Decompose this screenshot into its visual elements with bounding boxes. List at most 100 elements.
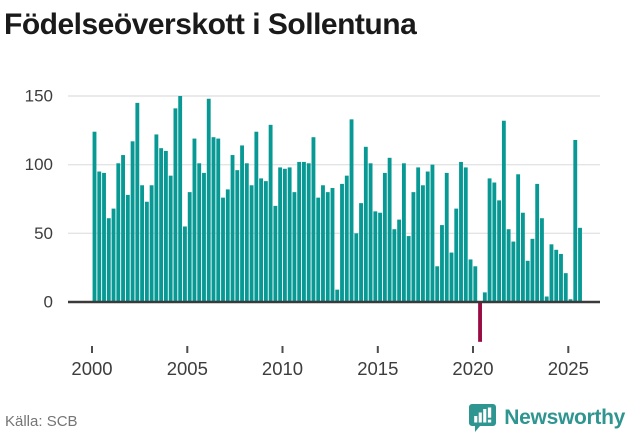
- bar: [473, 266, 478, 302]
- x-axis-tick-2020: [472, 346, 474, 353]
- bar: [578, 227, 582, 302]
- bar-chart-plot: 150 100 50 0 2000 2005 2010 2015 2020 2025: [25, 87, 600, 379]
- x-axis-tick-2015: [376, 346, 379, 353]
- bar: [568, 299, 573, 302]
- bar: [183, 226, 187, 302]
- newsworthy-logo-icon: [469, 404, 497, 432]
- bar: [378, 212, 383, 302]
- brand-name: Newsworthy: [504, 406, 625, 429]
- chart-title: Födelseöverskott i Sollentuna: [4, 8, 417, 41]
- bar: [130, 141, 135, 302]
- brand-footer: Newsworthy: [469, 402, 625, 434]
- bar: [273, 205, 278, 302]
- bar: [316, 197, 321, 302]
- bar: [102, 172, 106, 302]
- y-axis-label-150: 150: [25, 87, 53, 106]
- x-axis-label-2025: 2025: [548, 358, 589, 379]
- bar: [116, 163, 121, 302]
- bar: [554, 249, 559, 302]
- bar: [435, 266, 440, 302]
- bar: [463, 167, 468, 302]
- bar: [278, 167, 283, 302]
- bar: [444, 172, 449, 302]
- bar: [406, 236, 411, 302]
- bar: [540, 218, 544, 302]
- bar: [416, 167, 421, 302]
- bar: [520, 212, 525, 302]
- x-axis-label-2000: 2000: [71, 358, 112, 379]
- bar: [425, 171, 430, 302]
- bar: [144, 201, 149, 302]
- bar: [240, 145, 244, 302]
- x-axis-label-2020: 2020: [452, 358, 493, 379]
- bar: [411, 192, 416, 302]
- bar: [482, 292, 487, 302]
- bar: [282, 168, 287, 302]
- x-axis-tick-2025: [567, 346, 570, 353]
- source-label: Källa: SCB: [5, 413, 78, 430]
- bar: [516, 174, 521, 302]
- bar: [221, 197, 225, 302]
- bar: [111, 208, 116, 302]
- bar: [235, 170, 240, 302]
- bar: [263, 181, 268, 302]
- bar: [187, 192, 192, 302]
- bar: [487, 178, 492, 302]
- bar: [206, 98, 211, 302]
- bar: [230, 155, 235, 302]
- bar: [225, 189, 230, 302]
- bar: [154, 134, 159, 302]
- bar: [535, 183, 540, 302]
- y-axis-label-100: 100: [25, 155, 53, 174]
- bar: [387, 157, 392, 302]
- bar: [382, 172, 387, 302]
- bar: [159, 148, 164, 302]
- bar: [192, 138, 197, 302]
- bar: [140, 185, 145, 302]
- bar: [297, 161, 302, 302]
- bar: [335, 289, 340, 302]
- bar: [373, 211, 378, 302]
- y-axis-label-0: 0: [44, 293, 53, 312]
- bar: [340, 183, 344, 302]
- bar: [401, 163, 406, 302]
- bar: [430, 164, 435, 302]
- bar: [359, 203, 363, 302]
- bar: [106, 218, 111, 302]
- bar: [573, 139, 578, 302]
- bar: [525, 260, 530, 302]
- x-axis-label-2010: 2010: [262, 358, 303, 379]
- bar: [259, 178, 264, 302]
- bar: [511, 241, 516, 302]
- x-axis-tick-2010: [281, 346, 284, 353]
- bar: [325, 192, 330, 302]
- bar: [292, 192, 297, 302]
- bar: [559, 253, 563, 302]
- bar: [135, 102, 140, 303]
- bar: [125, 194, 130, 302]
- bar: [211, 137, 216, 302]
- bar: [549, 244, 554, 302]
- bar: [216, 138, 221, 302]
- bar: [244, 163, 249, 302]
- bar: [354, 233, 359, 302]
- bar: [163, 150, 168, 302]
- bar: [449, 252, 454, 302]
- y-axis-label-50: 50: [34, 224, 53, 243]
- bar: [492, 182, 497, 302]
- bar: [501, 120, 506, 302]
- bar: [311, 137, 316, 302]
- bar: [197, 163, 202, 302]
- bar: [363, 146, 368, 302]
- x-axis-tick-2005: [186, 346, 189, 353]
- x-axis-tick-2000: [91, 346, 93, 353]
- bar: [321, 185, 325, 302]
- bar: [92, 131, 97, 302]
- bar: [368, 163, 373, 302]
- bar: [440, 225, 444, 302]
- bar: [454, 208, 459, 302]
- bar: [421, 185, 425, 302]
- bar: [97, 171, 102, 302]
- bar: [173, 108, 178, 302]
